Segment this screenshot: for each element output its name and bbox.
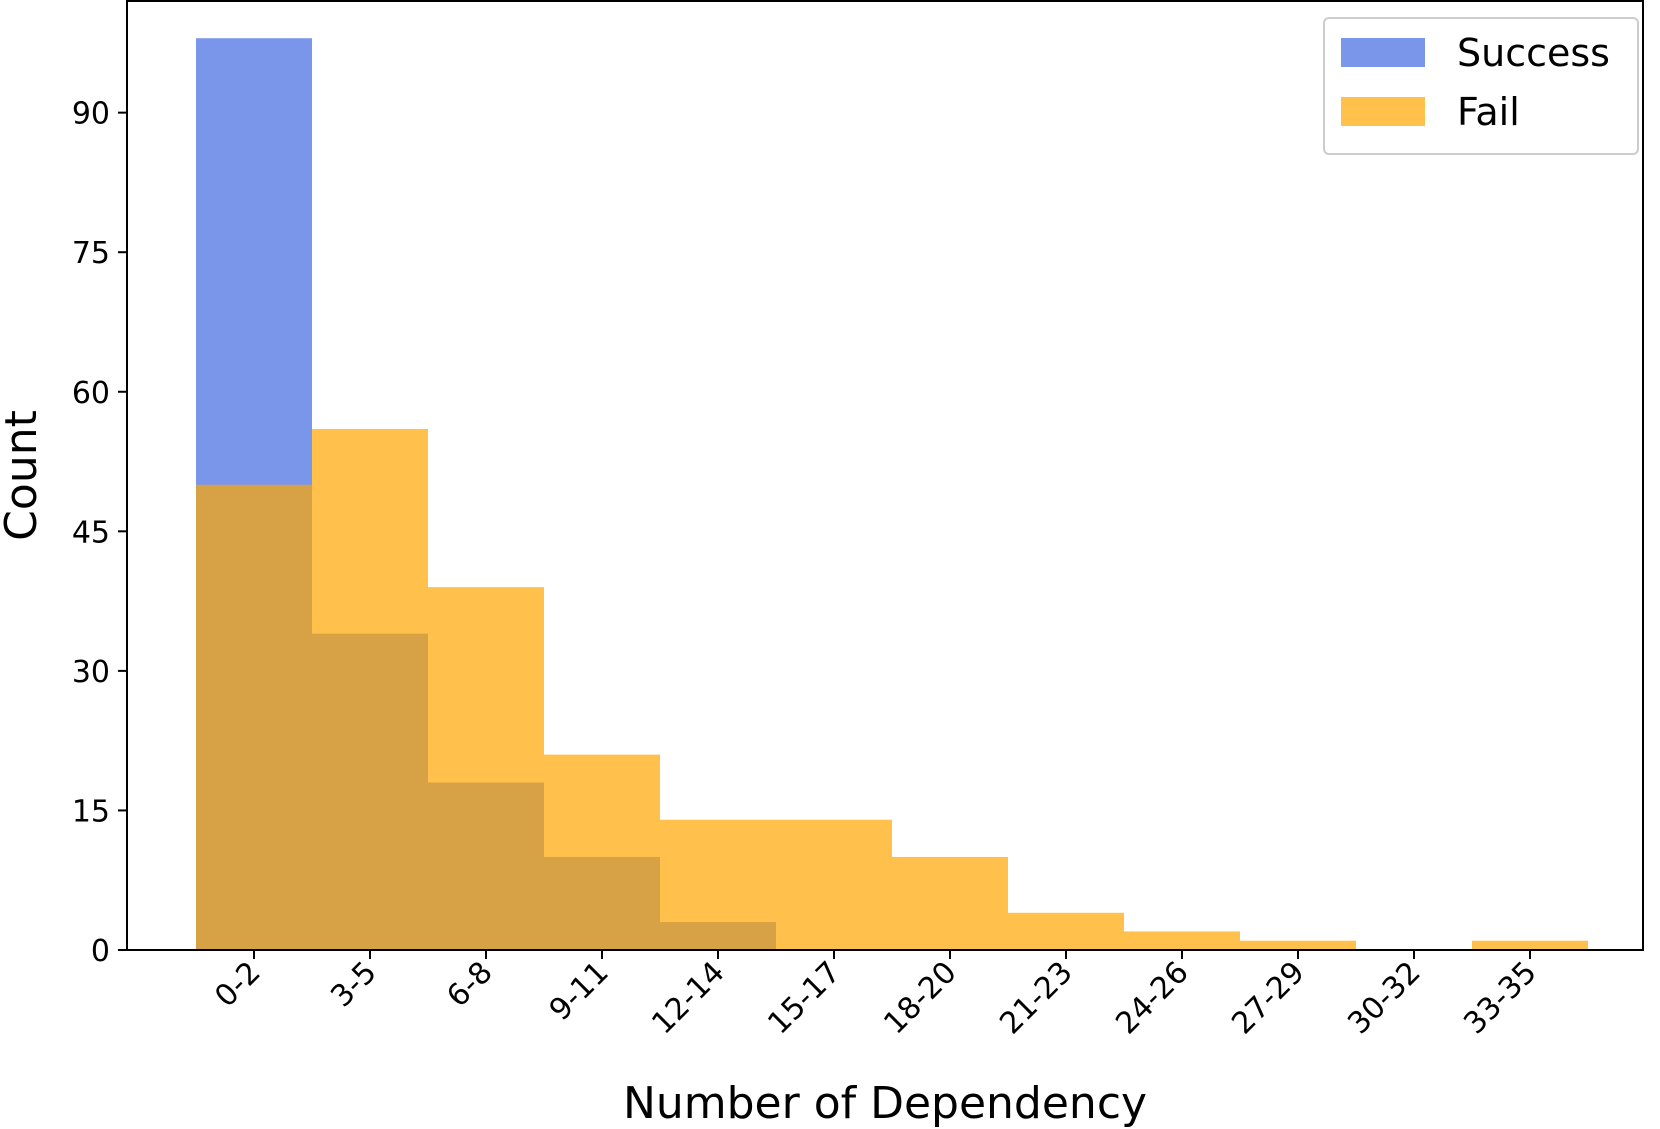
y-tick-label: 90 <box>72 97 110 132</box>
bar-fail-18-20 <box>892 856 1008 950</box>
bar-fail-24-26 <box>1124 931 1240 950</box>
bar-fail-9-11 <box>544 754 660 950</box>
legend-label-success: Success <box>1457 31 1610 75</box>
y-tick-label: 45 <box>72 515 110 550</box>
bar-fail-33-35 <box>1472 940 1588 950</box>
legend-swatch-success <box>1341 38 1425 67</box>
bars-layer <box>196 38 1588 951</box>
series-fail <box>196 428 1588 951</box>
bar-fail-12-14 <box>660 819 776 950</box>
y-tick-label: 60 <box>72 376 110 411</box>
legend-label-fail: Fail <box>1457 90 1520 134</box>
legend: Success Fail <box>1323 17 1639 155</box>
plot-area-frame <box>126 0 1644 951</box>
bar-fail-27-29 <box>1240 940 1356 950</box>
y-tick-label: 15 <box>72 794 110 829</box>
legend-swatch-fail <box>1341 97 1425 126</box>
y-axis: 0 15 30 45 60 75 90 <box>72 97 127 969</box>
bar-fail-6-8 <box>428 587 544 950</box>
x-axis-label: Number of Dependency <box>623 1078 1147 1129</box>
bar-fail-0-2 <box>196 484 312 950</box>
bar-fail-21-23 <box>1008 912 1124 950</box>
y-tick-label: 30 <box>72 655 110 690</box>
y-tick-label: 75 <box>72 236 110 271</box>
y-axis-label: Count <box>0 410 47 541</box>
y-tick-label: 0 <box>91 934 110 969</box>
bar-fail-15-17 <box>776 819 892 950</box>
bar-fail-3-5 <box>312 428 428 951</box>
